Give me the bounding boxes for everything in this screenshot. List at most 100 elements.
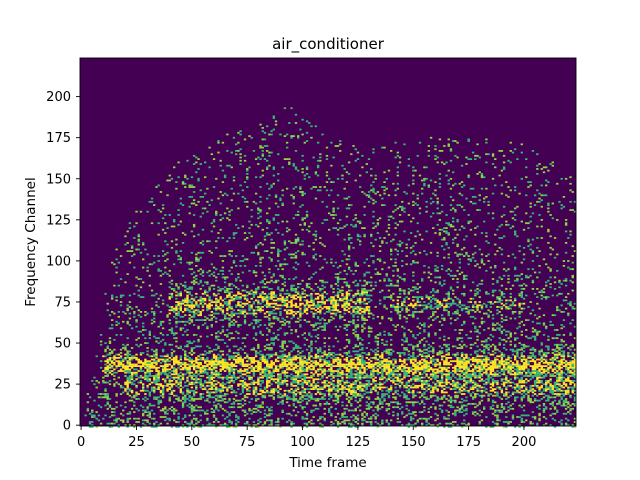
heatmap-cell — [290, 363, 293, 366]
heatmap-cell — [108, 327, 112, 330]
heatmap-cell — [365, 404, 368, 407]
heatmap-cell — [270, 251, 273, 254]
heatmap-cell — [161, 350, 165, 353]
heatmap-cell — [186, 378, 189, 381]
heatmap-cell — [252, 393, 256, 395]
heatmap-cell — [325, 376, 329, 379]
heatmap-cell — [299, 393, 302, 395]
heatmap-cell — [252, 269, 256, 272]
heatmap-cell — [186, 329, 189, 331]
heatmap-cell — [250, 365, 253, 367]
heatmap-cell — [350, 426, 353, 428]
heatmap-cell — [310, 343, 313, 346]
heatmap-cell — [257, 361, 260, 364]
heatmap-cell — [261, 376, 264, 379]
heatmap-cell — [184, 414, 187, 417]
heatmap-cell — [173, 219, 176, 221]
heatmap-cell — [347, 245, 351, 248]
heatmap-cell — [208, 296, 211, 298]
heatmap-cell — [279, 357, 282, 359]
heatmap-cell — [261, 301, 264, 303]
heatmap-cell — [232, 260, 236, 262]
heatmap-cell — [277, 376, 280, 379]
heatmap-cell — [188, 360, 191, 363]
heatmap-cell — [137, 376, 140, 379]
heatmap-cell — [241, 306, 244, 308]
heatmap-cell — [126, 426, 129, 428]
heatmap-cell — [266, 227, 269, 229]
heatmap-cell — [150, 388, 154, 390]
heatmap-cell — [361, 412, 364, 415]
heatmap-cell — [199, 366, 202, 369]
heatmap-cell — [108, 380, 112, 382]
heatmap-cell — [330, 258, 333, 261]
heatmap-cell — [111, 360, 114, 363]
heatmap-cell — [257, 320, 260, 323]
heatmap-cell — [301, 407, 304, 410]
heatmap-cell — [210, 386, 213, 389]
heatmap-cell — [285, 311, 289, 313]
heatmap-cell — [277, 394, 280, 397]
heatmap-cell — [299, 297, 302, 300]
heatmap-cell — [277, 338, 280, 341]
heatmap-cell — [381, 401, 384, 404]
heatmap-cell — [290, 398, 293, 400]
heatmap-cell — [217, 292, 220, 295]
heatmap-cell — [330, 296, 333, 298]
heatmap-cell — [272, 370, 275, 372]
heatmap-cell — [195, 365, 198, 367]
heatmap-cell — [365, 291, 368, 294]
heatmap-cell — [270, 296, 273, 298]
heatmap-cell — [243, 138, 247, 141]
heatmap-cell — [210, 365, 213, 367]
heatmap-cell — [230, 376, 233, 379]
heatmap-cell — [177, 288, 180, 290]
heatmap-cell — [188, 375, 191, 377]
heatmap-cell — [195, 309, 198, 312]
heatmap-cell — [230, 421, 233, 423]
heatmap-cell — [179, 347, 182, 349]
heatmap-cell — [195, 260, 198, 262]
heatmap-cell — [235, 320, 238, 323]
heatmap-cell — [252, 375, 256, 377]
heatmap-cell — [223, 317, 227, 320]
heatmap-cell — [254, 158, 258, 160]
heatmap-cell — [334, 394, 337, 397]
heatmap-cell — [316, 363, 320, 366]
heatmap-cell — [350, 355, 353, 358]
heatmap-cell — [113, 363, 116, 366]
heatmap-cell — [161, 386, 165, 389]
heatmap-cell — [181, 376, 185, 379]
heatmap-cell — [157, 260, 160, 262]
heatmap-cell — [319, 365, 322, 367]
heatmap-cell — [228, 414, 231, 417]
heatmap-cell — [292, 376, 295, 379]
heatmap-cell — [332, 297, 335, 300]
heatmap-cell — [363, 307, 366, 310]
heatmap-cell — [334, 393, 337, 395]
heatmap-cell — [122, 365, 125, 367]
heatmap-cell — [223, 424, 227, 427]
heatmap-cell — [190, 348, 194, 351]
heatmap-cell — [97, 396, 101, 399]
heatmap-cell — [370, 391, 373, 394]
heatmap-cell — [232, 401, 236, 404]
heatmap-cell — [201, 393, 205, 395]
heatmap-cell — [166, 314, 169, 317]
heatmap-cell — [126, 366, 129, 369]
heatmap-cell — [122, 311, 125, 313]
heatmap-cell — [239, 301, 242, 303]
heatmap-cell — [243, 258, 247, 261]
heatmap-cell — [332, 156, 335, 159]
heatmap-cell — [301, 253, 304, 256]
heatmap-cell — [232, 314, 236, 317]
heatmap-cell — [99, 366, 103, 369]
heatmap-cell — [363, 317, 366, 320]
heatmap-cell — [259, 384, 262, 387]
heatmap-cell — [341, 376, 344, 379]
heatmap-cell — [246, 312, 249, 315]
heatmap-cell — [226, 164, 229, 167]
heatmap-cell — [221, 194, 225, 197]
heatmap — [80, 58, 577, 428]
heatmap-cell — [347, 391, 351, 394]
